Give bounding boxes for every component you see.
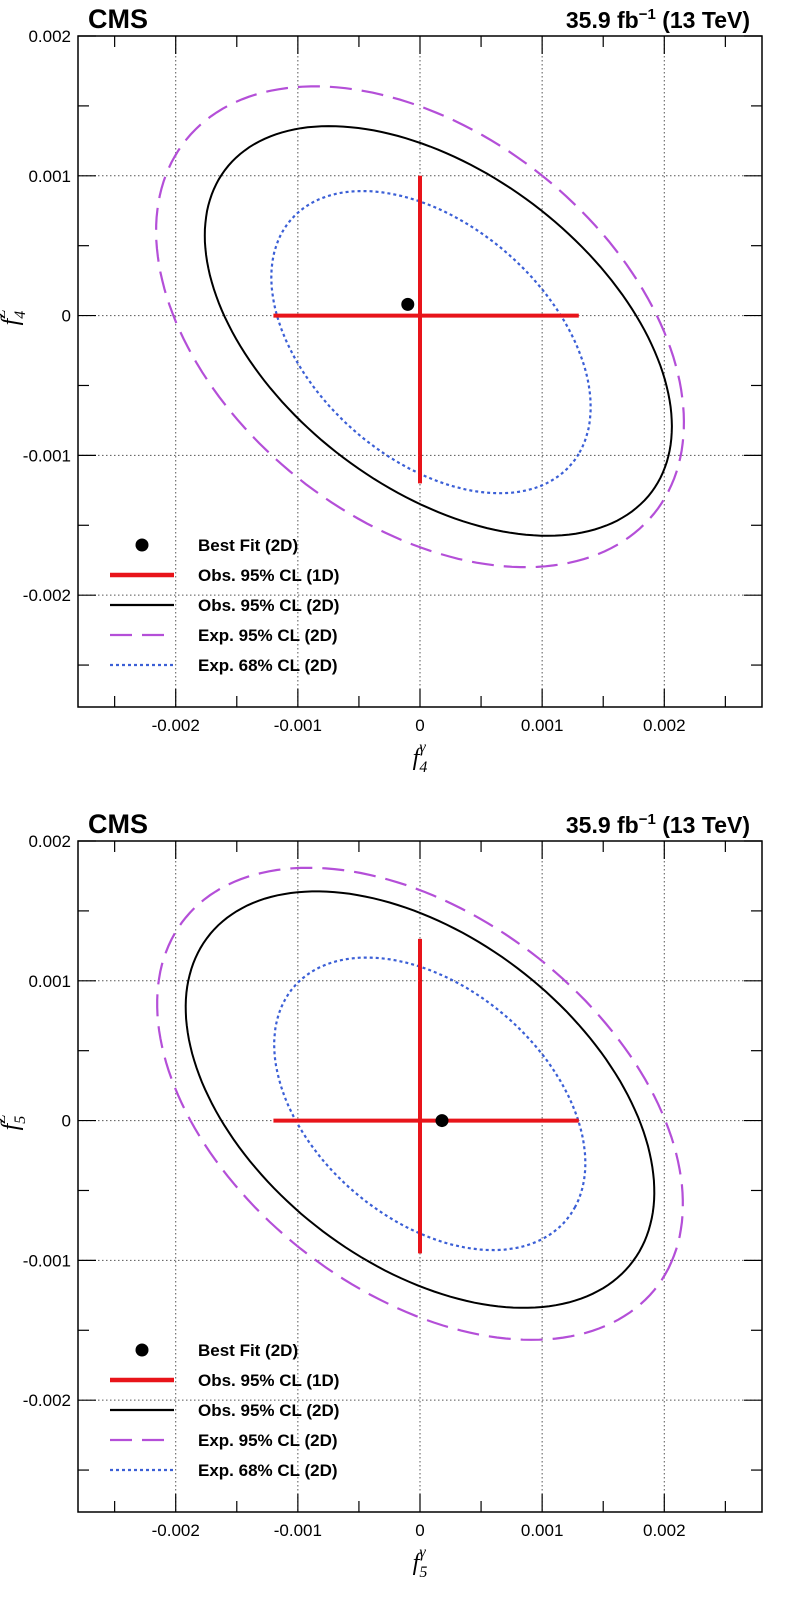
x-tick-label: 0.001 (521, 716, 564, 735)
legend-marker-best-fit (135, 1343, 149, 1357)
legend-label: Obs. 95% CL (2D) (198, 1401, 339, 1420)
y-axis-label-sub: 4 (12, 311, 29, 319)
legend-label: Obs. 95% CL (1D) (198, 566, 339, 585)
x-axis-label-base: f (413, 745, 423, 771)
plot-frame (77, 840, 763, 1513)
best-fit-point (401, 297, 415, 311)
chart-f5: CMS 35.9 fb−1 (13 TeV) -0.002 -0.001 0 0.001 0… (0, 809, 763, 1581)
lumi-value: 35.9 fb (566, 7, 639, 33)
y-axis-label: f4Z (0, 309, 29, 326)
legend-label: Exp. 68% CL (2D) (198, 1461, 338, 1480)
y-tick-label: -0.002 (23, 1391, 71, 1410)
y-tick-label: 0.001 (28, 167, 71, 186)
axis-ticks (78, 35, 762, 707)
x-axis-label-sup: γ (419, 739, 426, 756)
legend-label: Exp. 95% CL (2D) (198, 1431, 338, 1450)
exp-68-2d-contour (270, 190, 592, 495)
x-axis-label-sub: 5 (419, 1564, 427, 1581)
exp-95-2d-contour (156, 866, 684, 1341)
legend: Best Fit (2D) Obs. 95% CL (1D) Obs. 95% CL… (110, 1341, 339, 1480)
x-tick-label: 0.001 (521, 1521, 564, 1540)
legend-label: Best Fit (2D) (198, 1341, 298, 1360)
y-axis-label-base: f (0, 315, 24, 325)
x-tick-label: 0.002 (643, 1521, 686, 1540)
x-axis-label: f5 γ (413, 1544, 428, 1581)
y-tick-label: 0 (62, 307, 71, 326)
y-axis-label-sup: Z (0, 309, 9, 319)
y-axis-label-base: f (0, 1120, 24, 1130)
lumi-exponent: −1 (639, 6, 656, 23)
chart-panel-f5: CMS 35.9 fb−1 (13 TeV) -0.002 -0.001 0 0.001 0… (0, 805, 786, 1610)
x-tick-label: -0.002 (152, 716, 200, 735)
x-tick-label: -0.001 (274, 716, 322, 735)
x-axis-label-sup: γ (419, 1544, 426, 1561)
x-tick-label: -0.001 (274, 1521, 322, 1540)
exp-68-2d-contour (273, 956, 587, 1252)
legend-label: Obs. 95% CL (1D) (198, 1371, 339, 1390)
x-tick-label: 0 (415, 1521, 424, 1540)
lumi-value: 35.9 fb (566, 812, 639, 838)
legend-label: Obs. 95% CL (2D) (198, 596, 339, 615)
y-axis-label-sup: Z (0, 1114, 9, 1124)
x-axis-label-sub: 4 (419, 759, 427, 776)
legend-marker-best-fit (135, 538, 149, 552)
energy-label: (13 TeV) (656, 812, 750, 838)
legend: Best Fit (2D) Obs. 95% CL (1D) Obs. 95% CL… (110, 536, 339, 675)
y-axis-label-sub: 5 (12, 1116, 29, 1124)
obs-95-2d-contour (184, 890, 656, 1309)
y-tick-label: -0.001 (23, 446, 71, 465)
experiment-label: CMS (88, 4, 148, 34)
x-axis-label: f4 γ (413, 739, 428, 776)
y-tick-label: 0.001 (28, 972, 71, 991)
x-tick-label: 0 (415, 716, 424, 735)
y-tick-label: -0.002 (23, 586, 71, 605)
experiment-label: CMS (88, 809, 148, 839)
y-axis-label: f5Z (0, 1114, 29, 1131)
energy-label: (13 TeV) (656, 7, 750, 33)
obs-95-2d-contour (203, 125, 673, 537)
y-tick-label: 0.002 (28, 832, 71, 851)
exp-95-2d-contour (154, 85, 686, 569)
best-fit-point (435, 1114, 449, 1128)
lumi-exponent: −1 (639, 811, 656, 828)
x-tick-label: 0.002 (643, 716, 686, 735)
legend-label: Exp. 68% CL (2D) (198, 656, 338, 675)
y-tick-label: 0 (62, 1112, 71, 1131)
plot-frame (77, 35, 763, 708)
chart-f4: CMS 35.9 fb−1 (13 TeV) -0.002 -0.001 0 0.001 0… (0, 4, 763, 776)
y-tick-label: 0.002 (28, 27, 71, 46)
y-tick-label: -0.001 (23, 1251, 71, 1270)
legend-label: Best Fit (2D) (198, 536, 298, 555)
axis-ticks (78, 840, 762, 1512)
legend-label: Exp. 95% CL (2D) (198, 626, 338, 645)
luminosity-label: 35.9 fb−1 (13 TeV) (566, 6, 750, 33)
luminosity-label: 35.9 fb−1 (13 TeV) (566, 811, 750, 838)
chart-panel-f4: CMS 35.9 fb−1 (13 TeV) -0.002 -0.001 0 0.001 0… (0, 4, 763, 776)
x-tick-label: -0.002 (152, 1521, 200, 1540)
x-axis-label-base: f (413, 1550, 423, 1576)
